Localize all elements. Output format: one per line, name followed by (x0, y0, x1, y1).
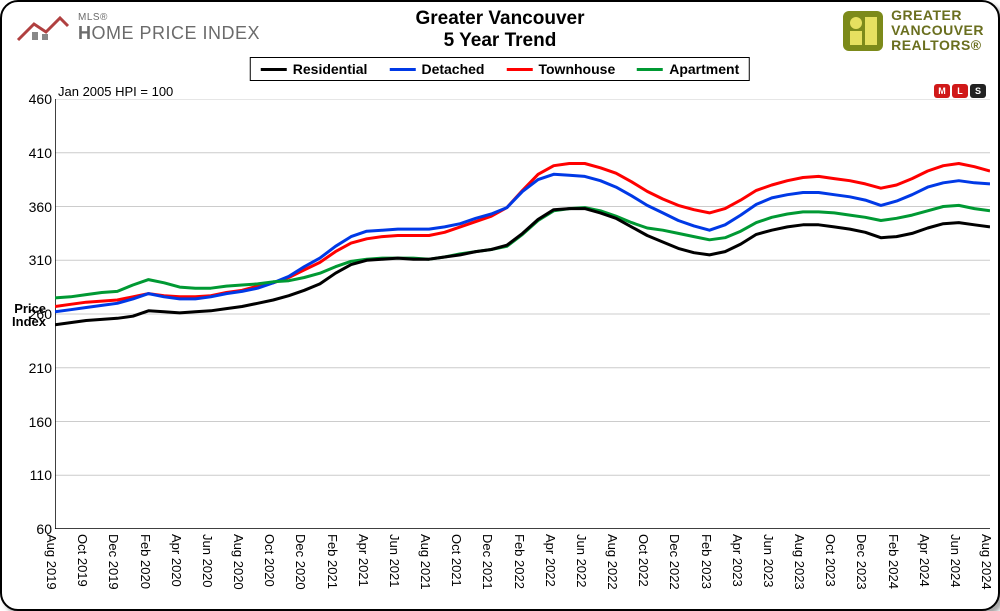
x-tick-label: Dec 2020 (293, 534, 308, 590)
y-tick-label: 310 (22, 252, 52, 268)
legend-swatch (506, 68, 532, 71)
legend-item: Detached (389, 61, 484, 77)
x-tick-label: Feb 2020 (138, 534, 153, 589)
series-residential (55, 209, 990, 325)
x-tick-label: Oct 2020 (262, 534, 277, 587)
legend-item: Townhouse (506, 61, 615, 77)
x-tick-label: Feb 2023 (699, 534, 714, 589)
gvr-icon (843, 11, 883, 51)
y-tick-label: 460 (22, 91, 52, 107)
x-tick-label: Apr 2021 (356, 534, 371, 587)
legend: Residential Detached Townhouse Apartment (250, 57, 750, 81)
x-tick-label: Oct 2023 (823, 534, 838, 587)
x-tick-label: Aug 2020 (231, 534, 246, 590)
mls-badge-letter: S (970, 84, 986, 98)
chart-card: MLS® HOME PRICE INDEX Greater Vancouver … (0, 0, 1000, 611)
x-tick-label: Feb 2021 (325, 534, 340, 589)
legend-label: Residential (293, 61, 368, 77)
x-tick-label: Jun 2022 (574, 534, 589, 588)
y-tick-label: 160 (22, 414, 52, 430)
header: MLS® HOME PRICE INDEX Greater Vancouver … (2, 2, 998, 60)
x-tick-label: Dec 2019 (106, 534, 121, 590)
y-tick-label: 360 (22, 199, 52, 215)
legend-swatch (637, 68, 663, 71)
legend-item: Apartment (637, 61, 739, 77)
x-tick-label: Jun 2024 (948, 534, 963, 588)
x-tick-label: Aug 2019 (44, 534, 59, 590)
x-tick-label: Oct 2021 (449, 534, 464, 587)
chart-svg (55, 99, 990, 529)
x-tick-label: Dec 2021 (480, 534, 495, 590)
x-tick-label: Dec 2022 (667, 534, 682, 590)
x-tick-label: Feb 2024 (886, 534, 901, 589)
x-tick-label: Apr 2020 (169, 534, 184, 587)
legend-label: Detached (421, 61, 484, 77)
mls-badge-letter: M (934, 84, 950, 98)
legend-swatch (389, 68, 415, 71)
logo-gvr: GREATER VANCOUVER REALTORS® (843, 8, 984, 53)
mls-badge-letter: L (952, 84, 968, 98)
x-tick-label: Apr 2022 (543, 534, 558, 587)
gvr-text: GREATER VANCOUVER REALTORS® (891, 8, 984, 53)
x-tick-label: Dec 2023 (854, 534, 869, 590)
x-tick-label: Aug 2023 (792, 534, 807, 590)
x-tick-label: Jun 2023 (761, 534, 776, 588)
x-tick-label: Jun 2021 (387, 534, 402, 588)
hpi-baseline-note: Jan 2005 HPI = 100 (58, 84, 173, 99)
x-tick-label: Aug 2022 (605, 534, 620, 590)
x-tick-label: Apr 2024 (917, 534, 932, 587)
mls-badge: MLS (934, 84, 986, 98)
series-apartment (55, 205, 990, 298)
title-line-1: Greater Vancouver (416, 8, 585, 29)
legend-label: Townhouse (538, 61, 615, 77)
x-tick-label: Jun 2020 (200, 534, 215, 588)
x-tick-label: Feb 2022 (512, 534, 527, 589)
y-tick-label: 260 (22, 306, 52, 322)
legend-swatch (261, 68, 287, 71)
series-detached (55, 174, 990, 311)
legend-label: Apartment (669, 61, 739, 77)
x-tick-label: Apr 2023 (730, 534, 745, 587)
plot-area: 60110160210260310360410460Aug 2019Oct 20… (55, 99, 986, 529)
x-tick-label: Oct 2022 (636, 534, 651, 587)
x-tick-label: Aug 2021 (418, 534, 433, 590)
x-tick-label: Oct 2019 (75, 534, 90, 587)
x-tick-label: Aug 2024 (979, 534, 994, 590)
y-tick-label: 210 (22, 360, 52, 376)
y-tick-label: 110 (22, 467, 52, 483)
legend-item: Residential (261, 61, 368, 77)
y-tick-label: 410 (22, 145, 52, 161)
